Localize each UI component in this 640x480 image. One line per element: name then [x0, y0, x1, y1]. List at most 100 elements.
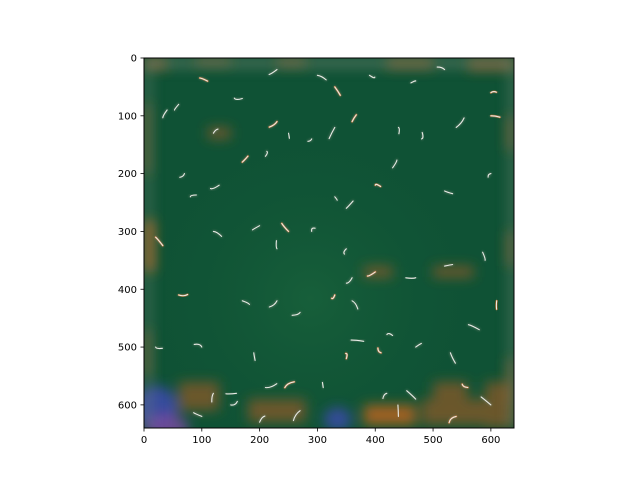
- brush-stroke: [345, 352, 348, 360]
- x-tick-label: 400: [366, 435, 385, 446]
- brush-stroke: [377, 347, 382, 354]
- edge-blotch: [433, 381, 468, 400]
- y-tick-label: 300: [118, 227, 137, 238]
- edge-blotch: [207, 127, 231, 139]
- brush-stroke: [397, 404, 399, 417]
- brush-stroke: [366, 271, 376, 277]
- brush-stroke: [212, 230, 223, 237]
- brush-stroke: [209, 184, 220, 190]
- brush-stroke: [311, 227, 316, 232]
- brush-stroke: [397, 126, 400, 135]
- brush-stroke: [410, 80, 417, 84]
- brush-stroke: [331, 294, 336, 300]
- brush-stroke: [351, 300, 359, 310]
- brush-stroke: [482, 251, 486, 261]
- edge-blotch: [363, 266, 393, 278]
- brush-stroke: [155, 346, 163, 350]
- brush-stroke: [287, 132, 290, 139]
- edge-blotch: [421, 399, 486, 426]
- y-tick-label: 500: [118, 343, 137, 354]
- brush-stroke: [487, 173, 492, 178]
- brush-stroke: [420, 131, 424, 140]
- brush-stroke: [321, 381, 324, 389]
- edge-fade: [144, 58, 152, 428]
- brush-stroke: [264, 150, 268, 157]
- brush-stroke: [448, 415, 457, 424]
- brush-stroke: [162, 109, 168, 119]
- edge-fade: [144, 58, 514, 68]
- x-tick-label: 300: [308, 435, 327, 446]
- x-tick-label: 500: [424, 435, 443, 446]
- brush-stroke: [328, 126, 336, 140]
- brush-stroke: [415, 342, 422, 348]
- brush-stroke: [268, 300, 278, 308]
- purple-patch: [145, 414, 190, 428]
- brush-stroke: [350, 339, 365, 342]
- brush-stroke: [455, 117, 465, 128]
- edge-blotch: [363, 404, 416, 426]
- edge-blotch: [248, 399, 306, 423]
- brush-stroke: [436, 66, 446, 71]
- brush-stroke: [155, 236, 164, 247]
- brush-stroke: [241, 300, 250, 305]
- y-tick-label: 400: [118, 285, 137, 296]
- heatmap-image: [144, 58, 514, 428]
- brush-stroke: [467, 324, 480, 331]
- brush-stroke: [368, 74, 376, 79]
- x-tick-label: 100: [192, 435, 211, 446]
- brush-stroke: [179, 173, 186, 178]
- brush-stroke: [461, 383, 469, 389]
- edge-fade: [508, 58, 514, 428]
- brush-stroke: [345, 200, 354, 209]
- brush-stroke: [264, 383, 278, 389]
- brush-stroke: [211, 392, 214, 403]
- x-tick-label: 600: [481, 435, 500, 446]
- brush-stroke: [253, 352, 256, 361]
- y-tick-label: 100: [118, 111, 137, 122]
- y-axis: 0 100 200 300 400 500 600: [118, 54, 144, 411]
- brush-stroke: [281, 222, 290, 232]
- brush-stroke: [251, 225, 261, 231]
- y-tick-label: 0: [131, 54, 137, 65]
- brush-stroke: [268, 121, 278, 128]
- brush-stroke: [284, 381, 295, 389]
- brush-stroke: [268, 69, 278, 76]
- brush-stroke: [386, 332, 394, 337]
- brush-stroke: [449, 352, 456, 364]
- plot-frame: [143, 57, 515, 429]
- brush-stroke: [351, 114, 357, 123]
- brush-stroke: [316, 74, 327, 81]
- brush-stroke: [233, 97, 243, 100]
- edge-blotch: [433, 266, 474, 278]
- brush-stroke: [405, 277, 417, 279]
- x-tick-label: 0: [141, 435, 147, 446]
- brush-stroke: [374, 183, 382, 188]
- brush-stroke: [406, 390, 417, 400]
- brush-stroke: [291, 311, 301, 316]
- brush-stroke: [275, 240, 278, 250]
- brush-stroke: [225, 392, 238, 395]
- brush-stroke: [444, 263, 454, 267]
- brush-stroke: [345, 277, 353, 284]
- brush-stroke: [334, 196, 338, 201]
- brush-stroke: [173, 103, 180, 111]
- brush-stroke: [444, 190, 454, 195]
- brush-stroke: [392, 159, 398, 169]
- brush-stroke: [241, 155, 249, 163]
- brush-stroke: [199, 77, 209, 82]
- brush-stroke: [259, 415, 266, 423]
- blue-patch: [323, 407, 352, 428]
- brush-stroke: [178, 293, 189, 297]
- y-tick-label: 200: [118, 169, 137, 180]
- brush-stroke: [334, 86, 341, 96]
- brush-stroke: [189, 194, 197, 198]
- brush-stroke: [480, 396, 492, 406]
- brush-stroke: [490, 91, 497, 94]
- brush-stroke: [343, 248, 347, 255]
- brush-stroke: [382, 392, 388, 400]
- brush-stroke: [193, 343, 203, 348]
- x-tick-label: 200: [250, 435, 269, 446]
- brush-stroke: [490, 115, 501, 118]
- image-center-glow: [144, 58, 514, 428]
